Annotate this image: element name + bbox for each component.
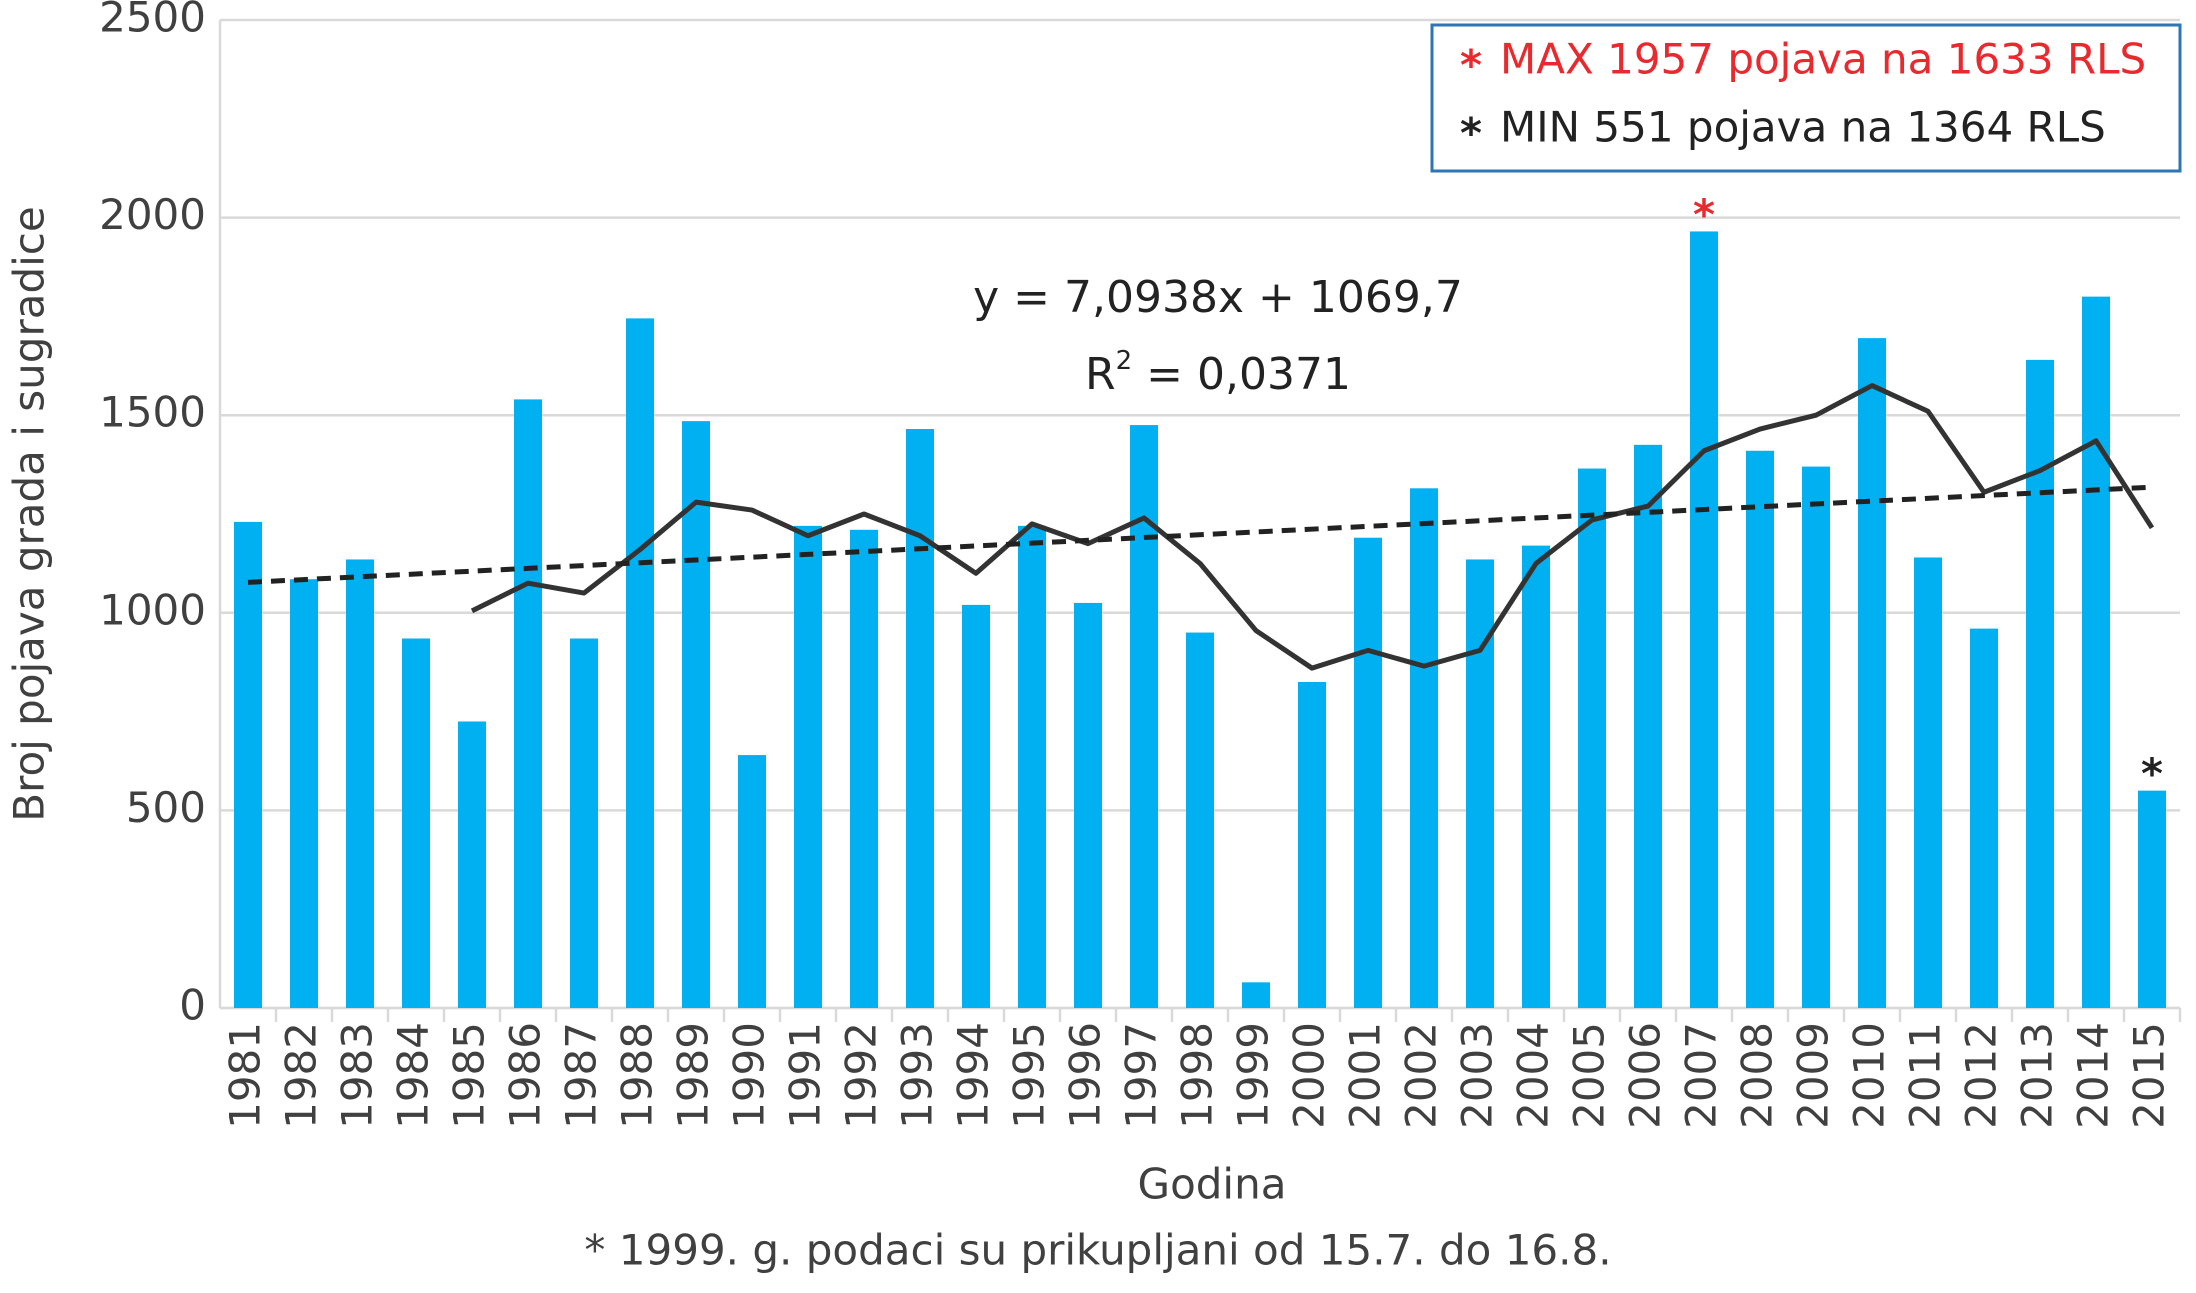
x-tick-label: 1991 [781, 1022, 830, 1129]
bar [1130, 425, 1158, 1009]
legend-marker: * [1460, 109, 1482, 158]
x-tick-label: 1992 [837, 1022, 886, 1129]
legend-box [1430, 23, 2182, 173]
bar [962, 604, 990, 1008]
r-squared: R2 = 0,0371 [1085, 346, 1351, 401]
bar [1802, 466, 1830, 1008]
x-tick-label: 2011 [1901, 1022, 1950, 1129]
bar [626, 318, 654, 1009]
x-tick-label: 1999 [1229, 1022, 1278, 1129]
r-base: R [1085, 349, 1116, 400]
bar [738, 755, 766, 1008]
bar [906, 429, 934, 1009]
bar [1242, 982, 1270, 1008]
bar [458, 721, 486, 1008]
bar [794, 525, 822, 1008]
x-tick-label: 1989 [669, 1022, 718, 1129]
x-tick-label: 2015 [2125, 1022, 2174, 1129]
r-rest: = 0,0371 [1132, 349, 1351, 400]
bar [1746, 450, 1774, 1008]
marks: ** [234, 190, 2166, 1009]
x-tick-label: 1981 [221, 1022, 270, 1129]
y-axis-title: Broj pojava grada i sugradice [5, 206, 54, 821]
bar [850, 529, 878, 1008]
x-tick-label: 2010 [1845, 1022, 1894, 1129]
grid: 0 500 1000 1500 2000 2500 1981 1982 1983 1984 1985… [99, 0, 2182, 1129]
x-tick-label: 1983 [333, 1022, 382, 1129]
x-tick-label: 1997 [1117, 1022, 1166, 1129]
bar [570, 638, 598, 1008]
x-tick-label: 1995 [1005, 1022, 1054, 1129]
bar [1186, 632, 1214, 1008]
bar [2026, 359, 2054, 1008]
x-tick-label: 1994 [949, 1022, 998, 1129]
bar [2138, 790, 2166, 1008]
footnote: * 1999. g. podaci su prikupljani od 15.7… [584, 1226, 1611, 1275]
x-tick-label: 2001 [1341, 1022, 1390, 1129]
bar [1690, 231, 1718, 1008]
y-tick-label: 1500 [99, 388, 206, 437]
x-tick-label: 1993 [893, 1022, 942, 1129]
x-tick-label: 2009 [1789, 1022, 1838, 1129]
x-tick-label: 2006 [1621, 1022, 1670, 1129]
bar [1858, 338, 1886, 1008]
x-tick-label: 1982 [277, 1022, 326, 1129]
x-tick-label: 2007 [1677, 1022, 1726, 1129]
x-tick-label: 2000 [1285, 1022, 1334, 1129]
x-tick-label: 2005 [1565, 1022, 1614, 1129]
y-tick-label: 1000 [99, 585, 206, 634]
bar [1970, 628, 1998, 1008]
x-tick-label: 1984 [389, 1022, 438, 1129]
y-tick-label: 500 [126, 783, 206, 832]
bar [1354, 537, 1382, 1008]
y-tick-label: 2000 [99, 190, 206, 239]
x-tick-label: 1988 [613, 1022, 662, 1129]
bar [514, 399, 542, 1009]
bar [2082, 296, 2110, 1008]
bar [1466, 559, 1494, 1008]
x-tick-label: 2014 [2069, 1022, 2118, 1129]
bar [682, 421, 710, 1008]
bar [402, 638, 430, 1008]
legend-marker: * [1460, 41, 1482, 90]
x-tick-label: 2012 [1957, 1022, 2006, 1129]
bar [1410, 488, 1438, 1008]
trend-line [247, 484, 2153, 585]
x-tick-label: 2004 [1509, 1022, 1558, 1129]
x-tick-label: 1985 [445, 1022, 494, 1129]
x-tick-label: 1990 [725, 1022, 774, 1129]
x-tick-label: 1998 [1173, 1022, 1222, 1129]
trend-equation: y = 7,0938x + 1069,7 [973, 272, 1463, 323]
legend-label: MAX 1957 pojava na 1633 RLS [1500, 35, 2146, 84]
annotation: * [1693, 190, 1715, 239]
x-tick-label: 1987 [557, 1022, 606, 1129]
bar [1914, 557, 1942, 1008]
y-tick-label: 2500 [99, 0, 206, 42]
annotation: * [2141, 749, 2163, 798]
bar [1298, 681, 1326, 1008]
x-tick-label: 1996 [1061, 1022, 1110, 1129]
bar [1634, 444, 1662, 1009]
bar [290, 579, 318, 1008]
x-tick-label: 2002 [1397, 1022, 1446, 1129]
x-tick-label: 2013 [2013, 1022, 2062, 1129]
x-tick-label: 1986 [501, 1022, 550, 1129]
bar [1522, 545, 1550, 1008]
x-tick-label: 2008 [1733, 1022, 1782, 1129]
bar [234, 521, 262, 1008]
x-tick-label: 2003 [1453, 1022, 1502, 1129]
bar [1578, 468, 1606, 1008]
r-sup: 2 [1116, 346, 1133, 376]
moving-average-line [470, 383, 2155, 671]
legend: * MAX 1957 pojava na 1633 RLS * MIN 551 poj… [1460, 35, 2146, 158]
bar [1074, 602, 1102, 1008]
y-tick-label: 0 [179, 981, 206, 1030]
bar [346, 559, 374, 1008]
legend-label: MIN 551 pojava na 1364 RLS [1500, 103, 2106, 152]
x-axis-title: Godina [1138, 1160, 1287, 1209]
bar [1018, 525, 1046, 1008]
